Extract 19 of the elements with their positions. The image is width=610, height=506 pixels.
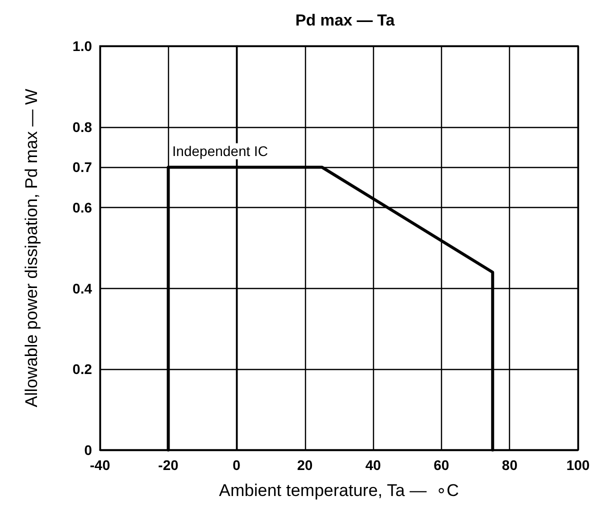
x-tick-label: 20 (297, 457, 313, 473)
y-tick-label: 0.2 (72, 361, 92, 378)
y-tick-label: 0.8 (72, 118, 92, 135)
x-tick-label: 100 (566, 457, 590, 473)
y-tick-label: 0.7 (72, 159, 92, 176)
y-tick-label: 0.4 (72, 280, 92, 296)
y-tick-label: 0.6 (72, 200, 92, 216)
x-tick-label: 80 (502, 457, 518, 473)
annotation: Independent IC (172, 143, 268, 160)
x-tick-label: -40 (90, 457, 110, 473)
x-tick-label: 40 (365, 457, 382, 473)
chart-title: Pd max — Ta (295, 12, 395, 30)
y-axis-title: Allowable power dissipation, Pd max — W (22, 88, 41, 408)
x-tick-label: 0 (232, 457, 241, 473)
x-tick-label: -20 (158, 457, 179, 473)
y-tick-label: 1.0 (72, 38, 92, 54)
y-tick-label: 0 (84, 442, 92, 458)
x-tick-label: 60 (434, 457, 450, 473)
x-axis-title: Ambient temperature, Ta — ∘C (219, 481, 459, 500)
